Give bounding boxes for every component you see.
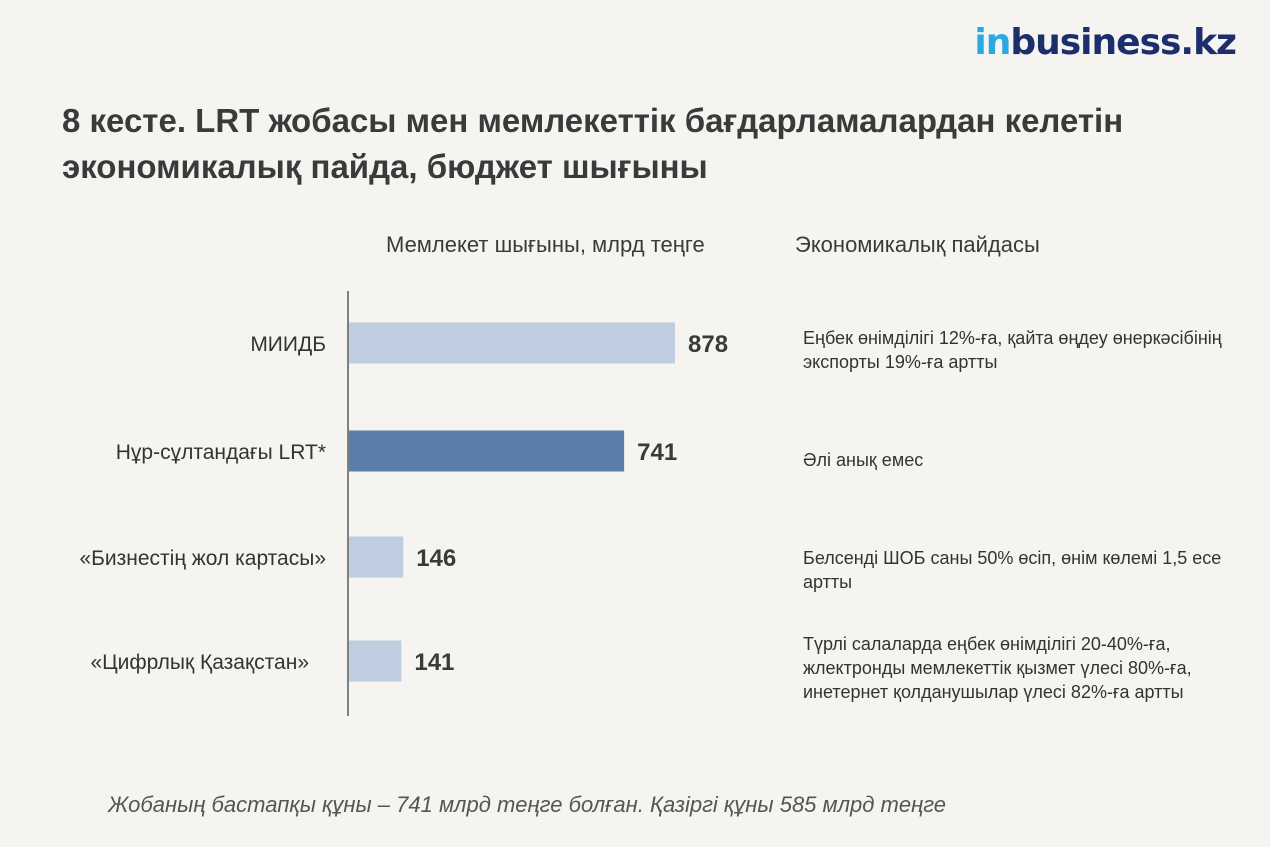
- bar: [349, 430, 625, 472]
- category-label: Нұр-сұлтандағы LRT*: [116, 441, 326, 464]
- cost-column-header: Мемлекет шығыны, млрд теңге: [386, 232, 705, 257]
- category-label: «Бизнестің жол картасы»: [79, 547, 326, 570]
- category-label: МИИДБ: [250, 333, 326, 356]
- logo: inbusiness.kz: [974, 22, 1237, 64]
- benefit-text: Еңбек өнімділігі 12%-ға, қайта өңдеу өне…: [803, 328, 1222, 372]
- bar: [349, 640, 402, 682]
- bar-value-label: 741: [637, 439, 677, 466]
- bar-value-label: 141: [414, 649, 454, 676]
- benefit-text: Түрлі салаларда еңбек өнімділігі 20-40%-…: [803, 634, 1192, 702]
- bar-value-label: 146: [416, 545, 456, 572]
- bar: [349, 536, 404, 578]
- logo-part-in: in: [974, 22, 1011, 63]
- benefit-column-header: Экономикалық пайдасы: [795, 232, 1040, 257]
- footnote: Жобаның бастапқы құны – 741 млрд теңге б…: [108, 792, 947, 817]
- bar-value-label: 878: [688, 331, 728, 358]
- category-label: «Цифрлық Қазақстан»: [90, 651, 309, 674]
- bar: [349, 322, 675, 364]
- chart-title: 8 кесте. LRT жобасы мен мемлекеттік бағд…: [62, 102, 1124, 185]
- benefit-text: Белсенді ШОБ саны 50% өсіп, өнім көлемі …: [803, 548, 1222, 592]
- benefit-text: Әлі анық емес: [803, 450, 924, 470]
- logo-part-business: business.kz: [1010, 22, 1237, 63]
